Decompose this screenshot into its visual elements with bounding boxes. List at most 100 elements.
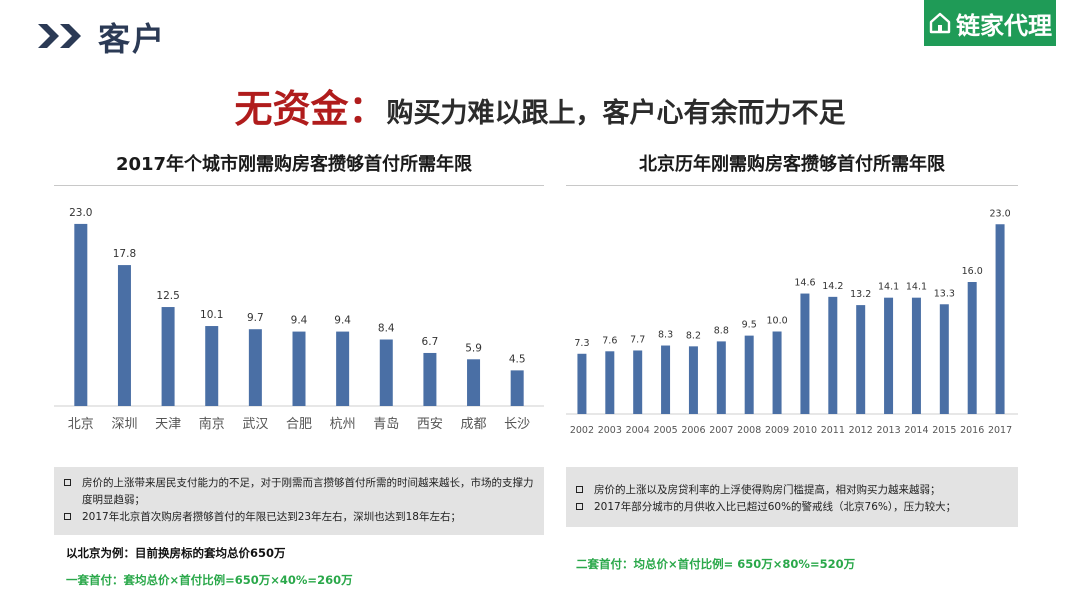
bar — [939, 304, 949, 414]
data-label: 6.7 — [422, 336, 439, 348]
left-chart-divider — [54, 185, 544, 186]
x-tick-label: 2009 — [765, 425, 789, 436]
x-tick-label: 2007 — [709, 425, 733, 436]
data-label: 17.8 — [113, 248, 136, 260]
data-label: 9.7 — [247, 312, 264, 324]
bar — [744, 335, 754, 414]
checkbox-icon — [64, 479, 71, 486]
bar — [74, 223, 88, 406]
data-label: 12.5 — [156, 290, 179, 302]
bar — [577, 353, 587, 414]
left-chart-title: 2017年个城市刚需购房客攒够首付所需年限 — [115, 154, 473, 175]
data-label: 8.3 — [658, 330, 673, 341]
bar — [661, 345, 671, 414]
data-label: 13.3 — [934, 288, 955, 299]
bar — [772, 331, 782, 414]
x-tick-label: 北京 — [68, 417, 94, 432]
right-bar-chart: 7.3 2002 7.6 2003 7.7 2004 8.3 2005 8.2 2006 8.8 20… — [566, 208, 1018, 436]
left-notes-panel: 房价的上涨带来居民支付能力的不足，对于刚需而言攒够首付所需的时间越来越长，市场的… — [54, 467, 544, 535]
example-text: 以北京为例：目前换房标的套均总价650万 — [66, 546, 286, 560]
double-chevron-icon — [38, 24, 81, 48]
data-label: 7.6 — [602, 335, 617, 346]
data-label: 10.0 — [766, 316, 787, 327]
data-label: 23.0 — [989, 208, 1010, 219]
x-tick-label: 杭州 — [330, 417, 356, 432]
house-icon — [929, 12, 951, 34]
data-label: 5.9 — [465, 342, 482, 354]
bar — [884, 297, 894, 414]
right-chart-divider — [566, 185, 1018, 186]
x-tick-label: 成都 — [461, 417, 487, 432]
bar — [510, 370, 524, 406]
data-label: 7.7 — [630, 334, 645, 345]
x-tick-label: 2010 — [793, 425, 817, 436]
headline-text: 购买力难以跟上，客户心有余而力不足 — [386, 98, 846, 129]
right-chart-title: 北京历年刚需购房客攒够首付所需年限 — [639, 154, 945, 175]
data-label: 14.2 — [822, 281, 843, 292]
checkbox-icon — [64, 513, 71, 520]
x-tick-label: 天津 — [155, 417, 181, 432]
bar — [205, 326, 219, 406]
x-tick-label: 2015 — [932, 425, 956, 436]
bar — [911, 297, 921, 414]
x-tick-label: 2003 — [598, 425, 622, 436]
data-label: 14.1 — [878, 282, 899, 293]
data-label: 13.2 — [850, 289, 871, 300]
bar — [967, 282, 977, 414]
bar — [688, 346, 698, 414]
x-tick-label: 西安 — [417, 417, 443, 432]
x-tick-label: 2017 — [988, 425, 1012, 436]
x-tick-label: 2016 — [960, 425, 984, 436]
data-label: 9.4 — [291, 315, 308, 327]
headline-emphasis: 无资金： — [234, 87, 387, 131]
bar — [292, 331, 306, 406]
x-tick-label: 长沙 — [504, 417, 530, 432]
note-item: 2017年北京首次购房者攒够首付的年限已达到23年左右，深圳也达到18年左右； — [60, 509, 534, 526]
x-tick-label: 2013 — [876, 425, 900, 436]
bar — [423, 352, 437, 406]
x-tick-label: 2005 — [653, 425, 677, 436]
first-down-payment-calc: 一套首付：套均总价×首付比例=650万×40%=260万 — [66, 573, 353, 587]
bar — [379, 339, 393, 406]
x-tick-label: 2004 — [626, 425, 650, 436]
brand-logo: 链家代理 — [924, 0, 1056, 46]
x-tick-label: 深圳 — [111, 417, 137, 432]
x-tick-label: 合肥 — [286, 417, 312, 432]
data-label: 23.0 — [69, 207, 92, 219]
note-item: 房价的上涨以及房贷利率的上浮使得购房门槛提高，相对购买力越来越弱； — [572, 482, 1008, 499]
bar — [248, 329, 262, 406]
bar — [856, 305, 866, 414]
second-down-payment-calc: 二套首付：均总价×首付比例= 650万×80%=520万 — [576, 557, 856, 571]
checkbox-icon — [576, 503, 583, 510]
data-label: 9.4 — [334, 315, 351, 327]
data-label: 7.3 — [574, 338, 589, 349]
data-label: 8.2 — [686, 330, 701, 341]
x-tick-label: 2002 — [570, 425, 594, 436]
data-label: 8.4 — [378, 323, 395, 335]
data-label: 4.5 — [509, 353, 526, 365]
data-label: 10.1 — [200, 309, 223, 321]
data-label: 14.6 — [794, 278, 815, 289]
x-tick-label: 2006 — [681, 425, 705, 436]
right-notes-panel: 房价的上涨以及房贷利率的上浮使得购房门槛提高，相对购买力越来越弱； 2017年部… — [566, 467, 1018, 527]
bar — [995, 224, 1005, 414]
left-bar-chart: 23.0 北京 17.8 深圳 12.5 天津 10.1 南京 9.7 武汉 9.4 合肥 9.4 杭州 8… — [54, 207, 544, 432]
data-label: 14.1 — [906, 282, 927, 293]
bar — [467, 359, 481, 406]
bar — [828, 296, 838, 414]
data-label: 9.5 — [742, 320, 757, 331]
bar — [633, 350, 643, 414]
x-tick-label: 青岛 — [373, 416, 399, 432]
data-label: 16.0 — [962, 266, 983, 277]
bar — [605, 351, 615, 414]
note-item: 2017年部分城市的月供收入比已超过60%的警戒线（北京76%），压力较大； — [572, 499, 1008, 516]
bar — [716, 341, 726, 414]
bar — [161, 307, 175, 406]
page-title: 客户 — [98, 20, 167, 58]
x-tick-label: 南京 — [199, 416, 225, 432]
bar — [336, 331, 350, 406]
x-tick-label: 2008 — [737, 425, 761, 436]
x-tick-label: 2012 — [849, 425, 873, 436]
x-tick-label: 武汉 — [242, 417, 268, 432]
note-item: 房价的上涨带来居民支付能力的不足，对于刚需而言攒够首付所需的时间越来越长，市场的… — [60, 475, 534, 509]
